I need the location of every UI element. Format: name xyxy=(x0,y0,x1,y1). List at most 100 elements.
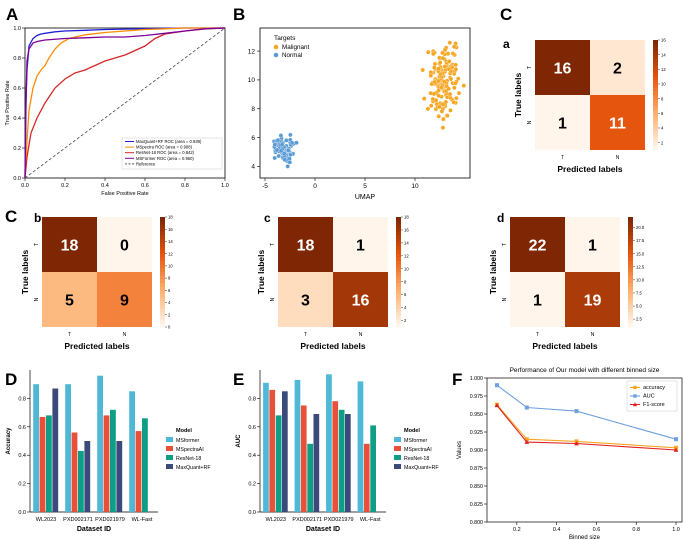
binned-y-tick-label: 0.900 xyxy=(470,448,483,454)
colorbar-segment xyxy=(160,297,165,302)
bar-y-tick-label: 0.0 xyxy=(248,510,256,516)
matrix-y-tick-label: N xyxy=(34,297,40,301)
matrix-cell-value: 1 xyxy=(588,238,597,255)
umap-point-malignant xyxy=(436,66,441,71)
umap-x-tick-label: -5 xyxy=(262,183,268,190)
bar-maxquant-rf xyxy=(116,441,123,512)
colorbar-segment xyxy=(628,231,633,236)
roc-x-tick-label: 0.8 xyxy=(181,183,189,189)
colorbar-segment xyxy=(628,283,633,288)
umap-point-malignant xyxy=(425,49,431,55)
bar-mspectraai xyxy=(103,415,110,512)
binned-x-axis-label: Binned size xyxy=(569,535,601,540)
bar-maxquant-rf xyxy=(345,414,351,512)
colorbar-segment xyxy=(160,253,165,258)
colorbar-tick-label: 18 xyxy=(168,215,173,220)
matrix-cell xyxy=(333,217,388,272)
umap-point-normal xyxy=(284,138,289,143)
binned-point xyxy=(494,402,500,408)
colorbar-segment xyxy=(653,84,658,89)
roc-x-tick-label: 1.0 xyxy=(221,183,229,189)
umap-point-malignant xyxy=(436,88,441,93)
bar-maxquant-rf xyxy=(282,391,288,512)
roc-curve-4 xyxy=(24,27,226,179)
colorbar-segment xyxy=(160,261,165,266)
matrix-x-axis-label: Predicted labels xyxy=(300,341,365,351)
roc-y-tick-label: 0.0 xyxy=(13,176,21,182)
matrix-x-axis-label: Predicted labels xyxy=(532,341,597,351)
bar-category-label: WL-Fast xyxy=(360,517,381,523)
colorbar-tick-label: 12 xyxy=(168,251,173,256)
colorbar-segment xyxy=(653,87,658,92)
matrix-cell-value: 5 xyxy=(65,293,74,310)
bar-mspectraai xyxy=(300,405,307,512)
binned-legend-label: accuracy xyxy=(643,385,665,391)
colorbar-segment xyxy=(160,250,165,255)
auc-bar-chart: 0.0 0.2 0.4 0.6 0.8 WL2023 PXD002171 PXD021979 W… xyxy=(236,370,439,533)
umap-x-tick-label: 10 xyxy=(411,183,419,190)
colorbar-segment xyxy=(396,283,401,288)
panel-letter-d: D xyxy=(5,370,17,389)
binned-x-tick-label: 1.0 xyxy=(672,527,680,533)
roc-x-tick-label: 0.4 xyxy=(101,183,109,189)
colorbar-tick-label: 0 xyxy=(168,325,171,330)
colorbar-segment xyxy=(653,139,658,144)
bar-resnet-18 xyxy=(78,450,84,512)
bar-resnet-18 xyxy=(338,409,345,512)
roc-legend-label: MaxQuant+RF ROC (area = 0.939) xyxy=(136,139,202,144)
bar-category-label: WL2023 xyxy=(266,517,287,523)
umap-point-malignant xyxy=(440,101,446,107)
colorbar-segment xyxy=(396,316,401,321)
matrix-y-tick-label: T xyxy=(34,243,40,246)
colorbar-segment xyxy=(628,305,633,310)
binned-point xyxy=(524,439,530,444)
umap-point-malignant xyxy=(461,83,467,88)
bar-y-tick-label: 0.8 xyxy=(18,396,26,402)
colorbar-segment xyxy=(653,73,658,78)
matrix-cell xyxy=(590,95,645,150)
confusion-matrix-b: b 18 0 5 9 T N T N Predicted labels True labels 18 1… xyxy=(20,211,173,351)
umap-point-malignant xyxy=(436,78,441,84)
colorbar-segment xyxy=(628,290,633,295)
umap-point-malignant xyxy=(453,81,458,86)
matrix-cell-value: 3 xyxy=(301,293,310,310)
colorbar-segment xyxy=(160,235,165,240)
matrix-cell xyxy=(97,217,152,272)
colorbar-tick-label: 2.5 xyxy=(636,317,642,322)
bar-maxquant-rf xyxy=(313,414,320,512)
bar-legend-swatch xyxy=(394,455,401,460)
umap-point-normal xyxy=(278,148,284,154)
umap-point-malignant xyxy=(431,91,437,97)
bar-legend-swatch xyxy=(394,437,401,442)
colorbar-segment xyxy=(396,231,401,236)
colorbar-segment xyxy=(160,239,165,244)
colorbar-segment xyxy=(653,128,658,133)
bar-x-axis-label: Dataset ID xyxy=(77,526,111,533)
umap-point-malignant xyxy=(420,67,425,73)
umap-point-normal xyxy=(281,151,287,156)
bar-legend-label: MSpectraAI xyxy=(176,447,204,453)
bar-mspectraai xyxy=(269,389,276,512)
panel-letter-c-row2: C xyxy=(5,207,17,226)
bar-legend-title: Model xyxy=(404,428,420,434)
colorbar-tick-label: 4 xyxy=(404,305,407,310)
colorbar-segment xyxy=(628,235,633,240)
colorbar-segment xyxy=(160,268,165,273)
binned-point xyxy=(673,447,679,452)
binned-legend-marker xyxy=(633,402,637,407)
matrix-cell xyxy=(590,40,645,95)
colorbar-segment xyxy=(396,312,401,317)
binned-y-tick-label: 0.925 xyxy=(470,430,483,436)
umap-y-tick-label: 10 xyxy=(248,77,256,84)
colorbar-segment xyxy=(396,242,401,247)
bar-msformer xyxy=(33,384,39,512)
colorbar-segment xyxy=(653,98,658,103)
colorbar-segment xyxy=(628,275,633,280)
bar-y-tick-label: 0.8 xyxy=(248,396,256,402)
colorbar-segment xyxy=(628,272,633,277)
umap-point-malignant xyxy=(448,108,453,113)
colorbar-tick-label: 16 xyxy=(661,38,666,43)
umap-point-malignant xyxy=(447,40,453,45)
umap-point-normal xyxy=(274,147,280,153)
colorbar-segment xyxy=(653,69,658,74)
